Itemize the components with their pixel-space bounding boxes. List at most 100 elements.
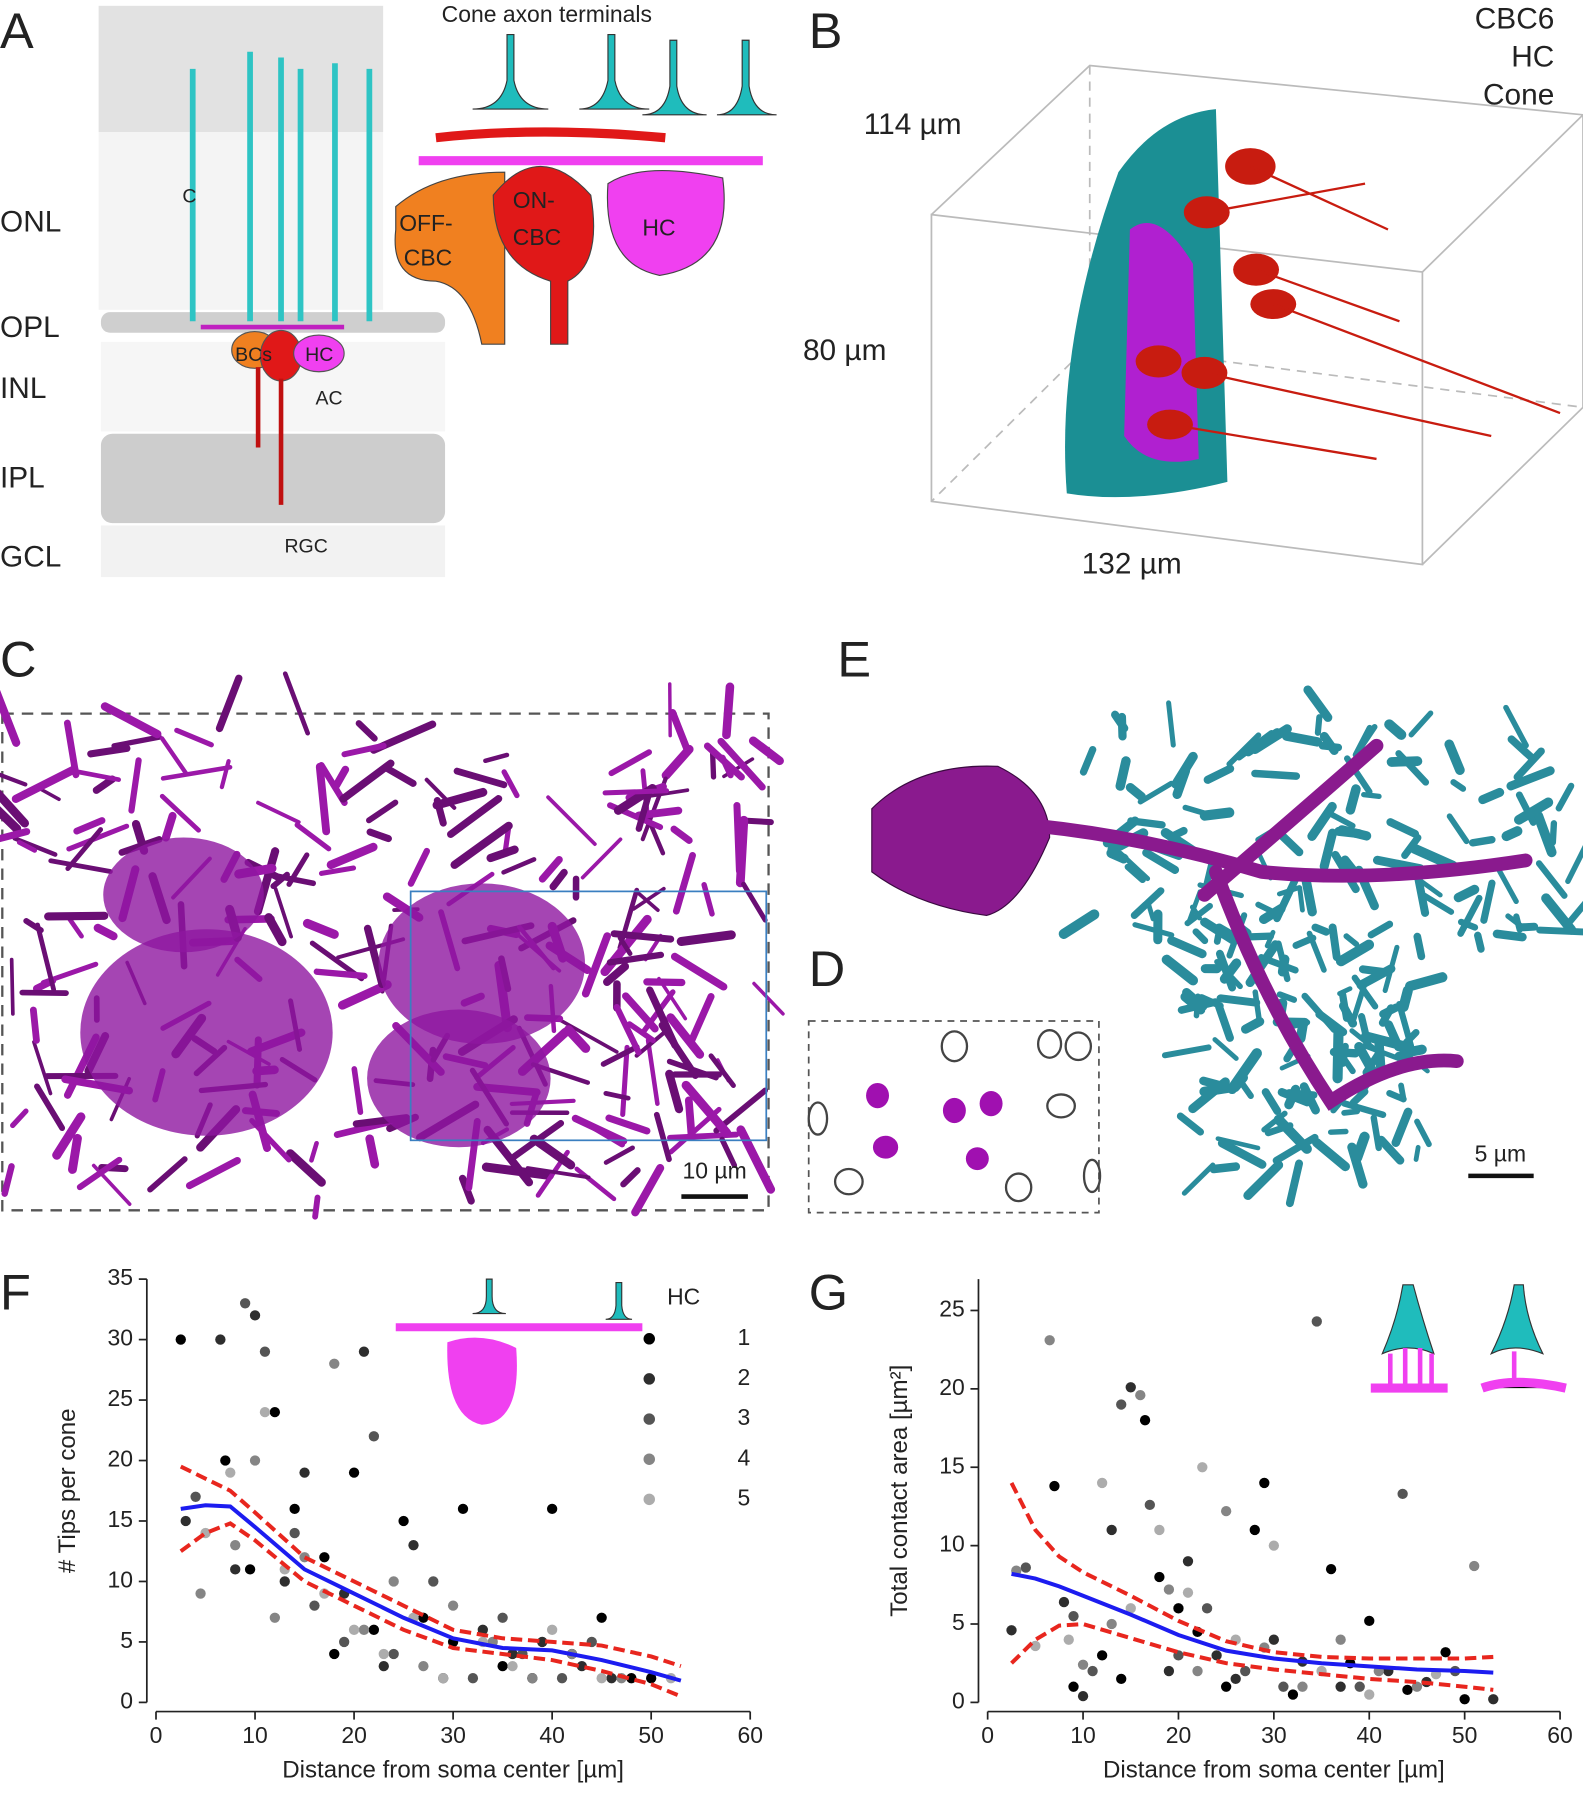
cone-branch (1370, 1114, 1382, 1152)
data-point (1154, 1524, 1165, 1536)
hc-branch (741, 881, 768, 923)
data-point (398, 1515, 409, 1527)
data-point (1077, 1659, 1089, 1670)
hc-branch (658, 1021, 699, 1079)
data-point (1397, 1488, 1408, 1500)
x-tick-label: 30 (1261, 1722, 1287, 1748)
data-point (1006, 1625, 1017, 1636)
data-point (556, 1673, 568, 1684)
cell-label: RGC (284, 535, 327, 557)
cone-branch (1328, 923, 1341, 962)
hc-branch (665, 1069, 684, 1114)
data-point (195, 1588, 206, 1599)
fit-line (1011, 1571, 1494, 1675)
inset-label: HC (642, 215, 675, 241)
outer-segments (98, 5, 384, 133)
data-point (1096, 1650, 1108, 1661)
cone-branch (1565, 845, 1583, 885)
y-tick-label: 15 (939, 1452, 965, 1478)
hc-soma-blob (103, 837, 264, 953)
cone-branch (1421, 892, 1455, 915)
confidence-line (1010, 1621, 1494, 1692)
data-point (1211, 1650, 1222, 1661)
cone-branch (1457, 894, 1483, 937)
hc-branch (684, 1096, 696, 1139)
data-point (244, 1564, 256, 1575)
data-point (546, 1503, 558, 1515)
data-point (1364, 1689, 1375, 1700)
hc-branch (339, 759, 395, 803)
hc-branch (606, 951, 665, 966)
hc-branch (111, 734, 162, 749)
hc-branch (249, 1117, 292, 1163)
hc-branch (93, 923, 118, 941)
hc-branch (128, 757, 142, 814)
y-tick-label: 20 (939, 1374, 965, 1400)
cone-branch (1285, 1089, 1318, 1099)
legend-marker (643, 1373, 655, 1385)
cone-branch (1166, 700, 1176, 748)
cone-branch (1513, 913, 1523, 933)
hc-branch (159, 793, 201, 833)
hc-branch (9, 957, 15, 1016)
cone-branch (1172, 766, 1191, 799)
hc-branch (672, 851, 696, 915)
data-point (269, 1406, 281, 1418)
cone-branch (1413, 932, 1426, 961)
hc-branch (613, 1003, 642, 1056)
cone-branch (1106, 848, 1129, 864)
hc-branch (571, 1114, 628, 1145)
data-point (368, 1624, 380, 1635)
hc-branch (574, 1166, 617, 1202)
cone-branch (1281, 731, 1323, 747)
cone-branch (1277, 954, 1290, 977)
panel-d-frame (807, 1020, 1100, 1214)
cone-branch (1345, 784, 1361, 815)
cone-branch (1376, 1135, 1405, 1165)
scale-label: 10 µm (683, 1157, 747, 1183)
hc-branch (450, 821, 513, 869)
hc-cell (293, 334, 345, 373)
hc-branch (688, 993, 715, 1045)
hc-branch (294, 822, 332, 852)
data-point (596, 1612, 607, 1623)
hc-branch (676, 930, 736, 946)
data-point (289, 1527, 300, 1539)
data-point (1469, 1560, 1480, 1572)
hc-dendrite (1031, 738, 1533, 1111)
hc-branch (666, 1013, 705, 1059)
hc-branch (70, 768, 121, 782)
data-point (1068, 1681, 1079, 1692)
inset-label: ON- (513, 187, 555, 213)
cone-branch (1474, 931, 1485, 953)
hc-branch (92, 775, 117, 794)
cone-branch (1361, 791, 1382, 800)
x-tick-label: 40 (1356, 1722, 1382, 1748)
cone-branch (1501, 826, 1523, 842)
data-point (329, 1358, 340, 1369)
hc-branch (0, 689, 21, 747)
inset-label: OFF- (399, 210, 453, 236)
data-point (1259, 1477, 1270, 1489)
hc-branch (605, 1114, 651, 1135)
hc-branch (653, 1111, 672, 1163)
cone-branch (1307, 801, 1337, 841)
data-point (1240, 1665, 1251, 1677)
cone-branch (1203, 860, 1215, 888)
y-tick-label: 0 (120, 1687, 133, 1713)
hc-branch (703, 742, 745, 781)
x-tick-label: 30 (440, 1722, 466, 1748)
hc-branch (73, 817, 106, 835)
legend-marker (643, 1333, 655, 1345)
hc-branch (35, 922, 57, 992)
hc-branch (600, 1044, 640, 1067)
data-point (1163, 1584, 1175, 1595)
hc-branch (100, 702, 162, 739)
cone-branch (1341, 1108, 1361, 1116)
fit-line (180, 1503, 682, 1683)
data-point (1297, 1681, 1308, 1692)
cone-branch (1367, 920, 1394, 939)
cone-branch (1402, 1028, 1420, 1046)
panel-label: A (0, 2, 34, 59)
